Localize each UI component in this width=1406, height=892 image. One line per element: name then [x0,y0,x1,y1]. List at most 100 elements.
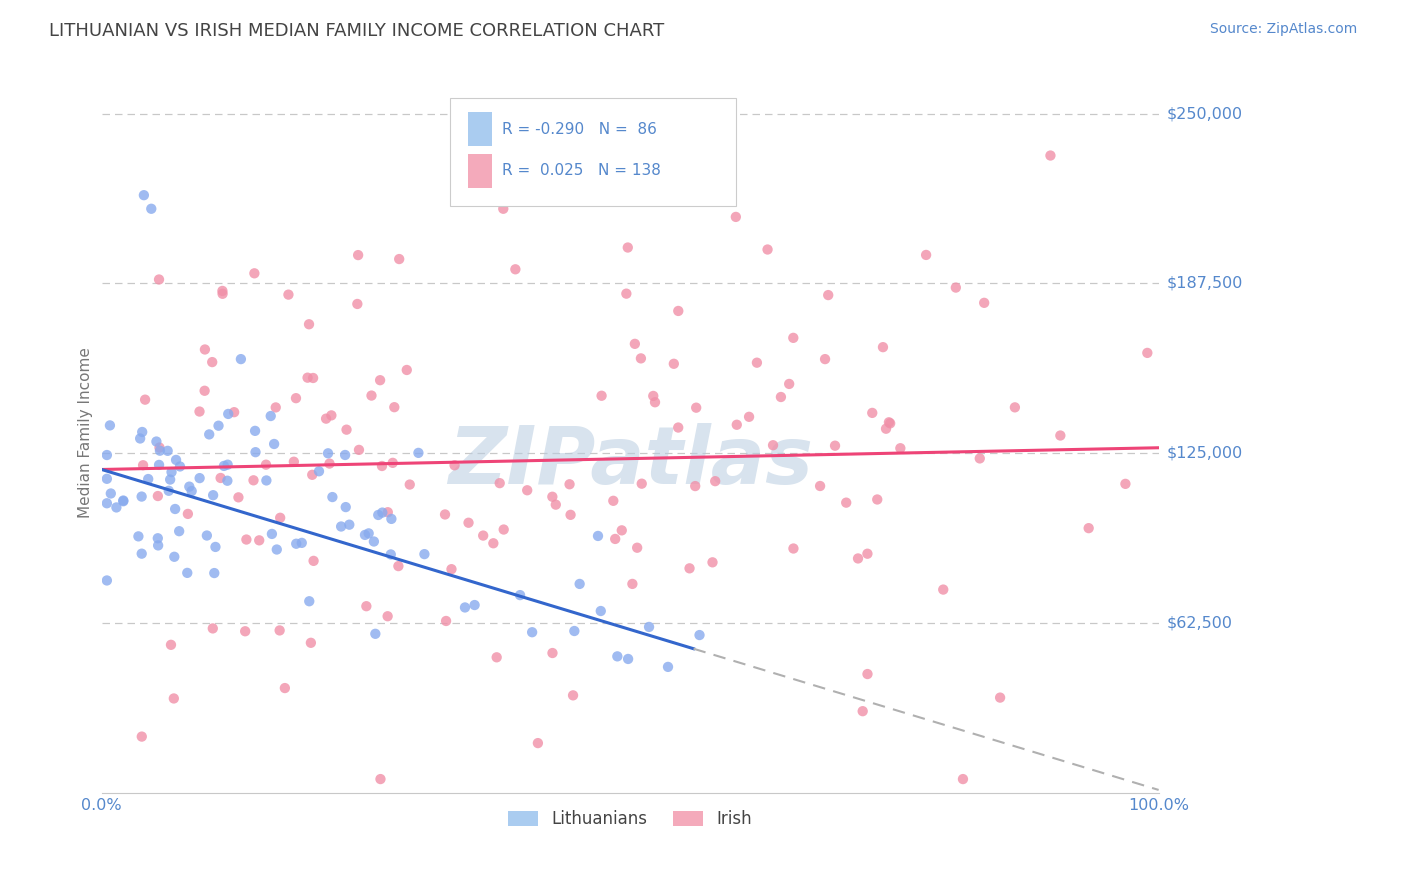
Point [204,540,226,554]
Point [380,512,402,526]
Point [689,628,711,642]
Point [725,417,748,432]
Point [560,508,582,522]
Point [562,689,585,703]
Point [202,488,225,502]
Point [492,523,515,537]
Point [96,574,118,588]
Point [666,304,689,318]
Point [464,598,486,612]
Point [201,355,224,369]
Point [516,483,538,498]
Point [624,336,647,351]
Text: LITHUANIAN VS IRISH MEDIAN FAMILY INCOME CORRELATION CHART: LITHUANIAN VS IRISH MEDIAN FAMILY INCOME… [49,22,665,40]
Point [988,690,1011,705]
Point [285,537,308,551]
Point [228,491,250,505]
Point [621,577,644,591]
Point [814,352,837,367]
Point [242,473,264,487]
Point [685,401,707,415]
Point [454,600,477,615]
Point [298,318,321,332]
Point [347,442,370,457]
Point [541,646,564,660]
Point [347,248,370,262]
Point [657,660,679,674]
Point [527,736,550,750]
Point [762,438,785,452]
Point [269,510,291,524]
Point [382,400,405,414]
Point [321,409,343,423]
Point [666,420,689,434]
Point [245,445,267,459]
Point [264,401,287,415]
Point [360,388,382,402]
Point [337,517,360,532]
Point [704,474,727,488]
Point [371,506,394,520]
Point [915,248,938,262]
Point [558,477,581,491]
Point [778,376,800,391]
Point [285,391,308,405]
Point [1039,148,1062,162]
Point [301,467,323,482]
Point [148,441,170,455]
Point [146,538,169,552]
Point [683,479,706,493]
Point [217,407,239,421]
Point [134,392,156,407]
Point [224,405,246,419]
Point [678,561,700,575]
Point [233,624,256,639]
Point [235,533,257,547]
Point [605,532,627,546]
Point [98,418,121,433]
Point [505,262,527,277]
Point [207,418,229,433]
Point [321,490,343,504]
Point [131,490,153,504]
Point [377,505,399,519]
Point [738,409,761,424]
Point [277,287,299,301]
Point [177,507,200,521]
Point [969,451,991,466]
Point [872,340,894,354]
Point [302,371,325,385]
Point [209,471,232,485]
Point [335,500,357,514]
Point [188,404,211,418]
Point [367,508,389,522]
Point [643,389,665,403]
Point [356,599,378,614]
Text: ZIPatlas: ZIPatlas [447,423,813,500]
Point [100,486,122,500]
Point [860,406,883,420]
Point [782,331,804,345]
Point [160,465,183,479]
Point [131,547,153,561]
Point [269,624,291,638]
Point [266,542,288,557]
Point [617,240,640,254]
Point [149,443,172,458]
Text: $187,500: $187,500 [1167,276,1243,291]
Point [586,529,609,543]
Point [782,541,804,556]
Point [398,477,420,491]
Point [973,296,995,310]
Point [163,691,186,706]
Point [589,604,612,618]
Point [176,566,198,580]
Point [1114,476,1136,491]
Point [211,286,233,301]
Point [544,498,567,512]
Point [318,457,340,471]
Point [614,286,637,301]
Point [945,280,967,294]
Point [413,547,436,561]
Point [96,496,118,510]
